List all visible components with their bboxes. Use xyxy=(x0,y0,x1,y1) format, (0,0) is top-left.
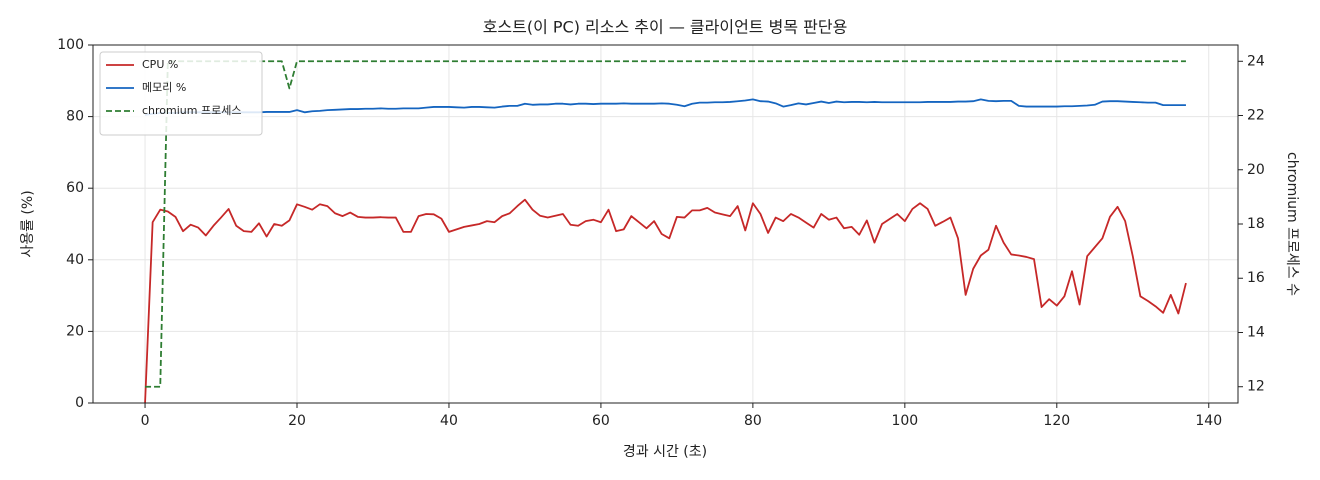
y-tick-label: 40 xyxy=(66,252,84,268)
plot-frame xyxy=(92,44,1239,404)
y-axis-label: 사용률 (%) xyxy=(20,190,36,257)
y2-tick-label: 12 xyxy=(1247,379,1265,395)
y-tick-label: 100 xyxy=(57,37,84,53)
x-tick-label: 20 xyxy=(288,413,306,429)
legend-label: CPU % xyxy=(142,58,178,71)
x-tick-label: 140 xyxy=(1195,413,1222,429)
x-tick-label: 120 xyxy=(1043,413,1070,429)
x-tick-label: 80 xyxy=(744,413,762,429)
legend-box xyxy=(99,51,263,136)
x-axis-label: 경과 시간 (초) xyxy=(623,444,707,460)
y2-tick-label: 16 xyxy=(1247,270,1265,286)
y-tick-label: 20 xyxy=(66,323,84,339)
x-tick-label: 60 xyxy=(592,413,610,429)
y-tick-label: 0 xyxy=(75,395,84,411)
y2-tick-label: 20 xyxy=(1247,162,1265,178)
x-tick-label: 0 xyxy=(141,413,150,429)
x-tick-label: 40 xyxy=(440,413,458,429)
y2-tick-label: 14 xyxy=(1247,324,1265,340)
legend: CPU % 메모리 % chromium 프로세스 xyxy=(99,51,263,136)
legend-label: 메모리 % xyxy=(142,81,186,94)
legend-label: chromium 프로세스 xyxy=(142,104,241,117)
series-line xyxy=(144,98,1186,116)
y-tick-label: 80 xyxy=(66,109,84,125)
y2-tick-label: 18 xyxy=(1247,216,1265,232)
series-line xyxy=(145,60,1186,388)
chart-title: 호스트(이 PC) 리소스 추이 — 클라이언트 병목 판단용 xyxy=(483,18,848,37)
x-tick-label: 100 xyxy=(891,413,918,429)
series-line xyxy=(144,198,1187,404)
y2-axis-label: chromium 프로세스 수 xyxy=(1284,152,1300,296)
y-tick-label: 60 xyxy=(66,180,84,196)
y2-tick-label: 22 xyxy=(1247,108,1265,124)
y2-tick-label: 24 xyxy=(1247,53,1265,69)
